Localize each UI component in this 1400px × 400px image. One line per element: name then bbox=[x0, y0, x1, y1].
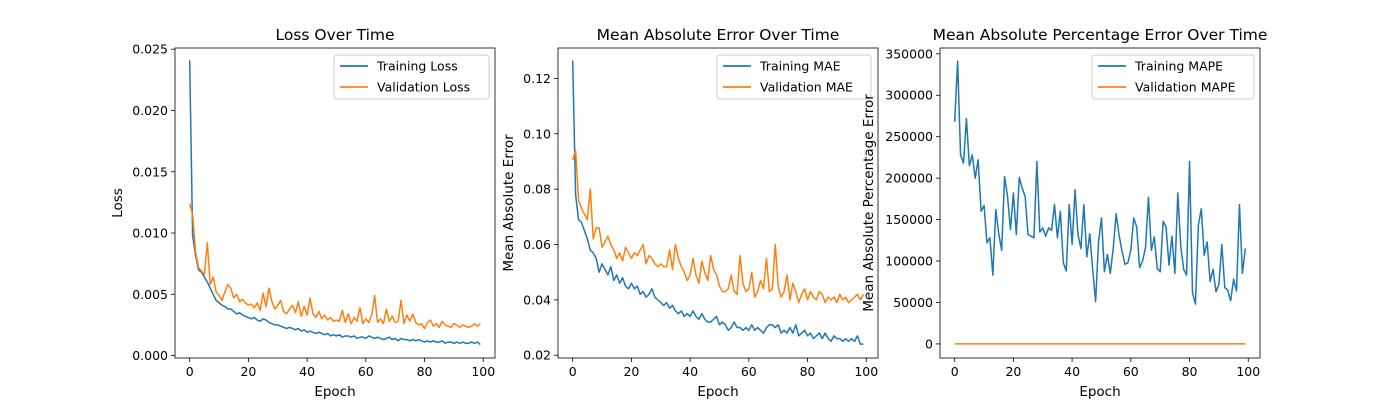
y-tick-label: 0.10 bbox=[523, 126, 551, 141]
y-tick-label: 200000 bbox=[885, 171, 933, 186]
legend-box bbox=[333, 54, 490, 100]
legend-box bbox=[716, 54, 872, 100]
x-axis-label: Epoch bbox=[697, 384, 738, 400]
x-tick-label: 20 bbox=[623, 364, 639, 379]
series-line-training-mae bbox=[571, 60, 864, 345]
x-axis-label: Epoch bbox=[314, 384, 355, 400]
legend-label: Training MAPE bbox=[1134, 59, 1223, 74]
series-line-training-mape bbox=[953, 60, 1247, 305]
y-tick-label: 0.015 bbox=[132, 164, 168, 179]
y-tick-label: 100000 bbox=[885, 254, 933, 269]
legend: Training MAE Validation MAE bbox=[716, 54, 872, 100]
legend-label: Training MAE bbox=[759, 59, 841, 74]
y-tick-label: 0.000 bbox=[132, 348, 168, 363]
x-tick-label: 0 bbox=[186, 364, 194, 379]
y-tick-label: 0.025 bbox=[132, 42, 168, 57]
series-line-training-loss bbox=[188, 60, 481, 346]
legend-box bbox=[1091, 54, 1255, 100]
x-tick-label: 60 bbox=[741, 364, 757, 379]
x-tick-label: 40 bbox=[1064, 364, 1080, 379]
y-axis-label: Mean Absolute Error bbox=[501, 134, 517, 272]
legend-label: Validation MAPE bbox=[1135, 80, 1236, 95]
y-tick-label: 0.04 bbox=[523, 292, 551, 307]
x-tick-label: 80 bbox=[417, 364, 433, 379]
y-tick-label: 150000 bbox=[885, 212, 933, 227]
x-axis-label: Epoch bbox=[1079, 384, 1120, 400]
plot-frame bbox=[939, 47, 1261, 359]
plot-frame bbox=[174, 47, 496, 359]
y-axis-label: Mean Absolute Percentage Error bbox=[861, 94, 877, 312]
chart-title: Mean Absolute Error Over Time bbox=[597, 26, 840, 44]
x-tick-label: 40 bbox=[682, 364, 698, 379]
x-tick-label: 20 bbox=[240, 364, 256, 379]
legend: Training MAPE Validation MAPE bbox=[1091, 54, 1255, 100]
x-tick-label: 80 bbox=[800, 364, 816, 379]
plot-frame bbox=[557, 47, 879, 359]
x-tick-label: 20 bbox=[1005, 364, 1021, 379]
y-tick-label: 300000 bbox=[885, 88, 933, 103]
x-tick-label: 100 bbox=[1236, 364, 1260, 379]
y-tick-label: 350000 bbox=[885, 46, 933, 61]
y-tick-label: 0.08 bbox=[523, 182, 551, 197]
chart-panel-1: 0 20 40 60 80 100 0.000 0.005 0.010 0.015 0.020 0.0… bbox=[110, 26, 496, 400]
legend: Training Loss Validation Loss bbox=[333, 54, 490, 100]
x-tick-label: 0 bbox=[951, 364, 959, 379]
y-tick-label: 0.005 bbox=[132, 287, 168, 302]
y-axis-label: Loss bbox=[110, 188, 126, 218]
y-tick-label: 0.12 bbox=[523, 71, 551, 86]
series-line-validation-mae bbox=[571, 149, 864, 304]
x-tick-label: 60 bbox=[1123, 364, 1139, 379]
legend-label: Training Loss bbox=[376, 59, 458, 74]
x-tick-label: 80 bbox=[1182, 364, 1198, 379]
chart-panel-2: 0 20 40 60 80 100 0.02 0.04 0.06 0.08 0.10 0.12 Mean… bbox=[501, 26, 879, 400]
y-tick-label: 50000 bbox=[893, 295, 933, 310]
chart-title: Loss Over Time bbox=[275, 26, 394, 44]
chart-title: Mean Absolute Percentage Error Over Time bbox=[933, 26, 1268, 44]
legend-label: Validation MAE bbox=[760, 80, 853, 95]
y-tick-label: 0 bbox=[925, 336, 933, 351]
y-tick-label: 0.020 bbox=[132, 103, 168, 118]
chart-panel-3: 0 20 40 60 80 100 0 50000 100000 150000 200000 2500… bbox=[861, 26, 1267, 400]
x-tick-label: 40 bbox=[299, 364, 315, 379]
y-tick-label: 0.06 bbox=[523, 237, 551, 252]
x-tick-label: 100 bbox=[471, 364, 495, 379]
x-tick-label: 0 bbox=[569, 364, 577, 379]
y-tick-label: 0.010 bbox=[132, 226, 168, 241]
series-line-validation-loss bbox=[188, 203, 481, 330]
x-tick-label: 60 bbox=[358, 364, 374, 379]
legend-label: Validation Loss bbox=[377, 80, 470, 95]
y-tick-label: 0.02 bbox=[523, 348, 551, 363]
x-tick-label: 100 bbox=[854, 364, 878, 379]
y-tick-label: 250000 bbox=[885, 129, 933, 144]
